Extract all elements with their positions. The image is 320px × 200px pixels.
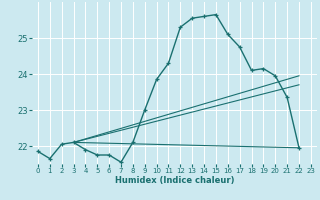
X-axis label: Humidex (Indice chaleur): Humidex (Indice chaleur)	[115, 176, 234, 185]
